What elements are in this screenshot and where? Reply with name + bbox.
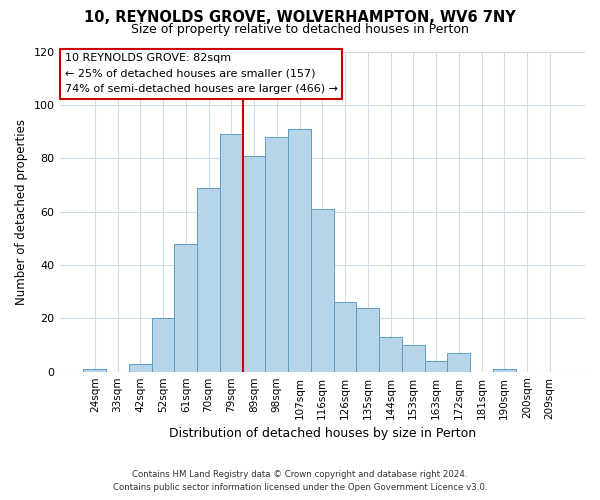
Y-axis label: Number of detached properties: Number of detached properties (15, 118, 28, 304)
X-axis label: Distribution of detached houses by size in Perton: Distribution of detached houses by size … (169, 427, 476, 440)
Bar (448, 353, 470, 372)
Bar (493, 369, 515, 372)
Bar (220, 134, 242, 372)
Bar (311, 209, 334, 372)
Text: Size of property relative to detached houses in Perton: Size of property relative to detached ho… (131, 22, 469, 36)
Text: Contains HM Land Registry data © Crown copyright and database right 2024.
Contai: Contains HM Land Registry data © Crown c… (113, 470, 487, 492)
Bar (152, 318, 175, 372)
Bar (129, 364, 152, 372)
Bar (334, 302, 356, 372)
Bar (175, 244, 197, 372)
Bar (265, 137, 288, 372)
Bar (83, 369, 106, 372)
Bar (242, 156, 265, 372)
Bar (425, 361, 448, 372)
Bar (402, 345, 425, 372)
Bar (356, 308, 379, 372)
Bar (379, 337, 402, 372)
Bar (197, 188, 220, 372)
Bar (288, 129, 311, 372)
Text: 10, REYNOLDS GROVE, WOLVERHAMPTON, WV6 7NY: 10, REYNOLDS GROVE, WOLVERHAMPTON, WV6 7… (84, 10, 516, 25)
Text: 10 REYNOLDS GROVE: 82sqm
← 25% of detached houses are smaller (157)
74% of semi-: 10 REYNOLDS GROVE: 82sqm ← 25% of detach… (65, 53, 338, 94)
